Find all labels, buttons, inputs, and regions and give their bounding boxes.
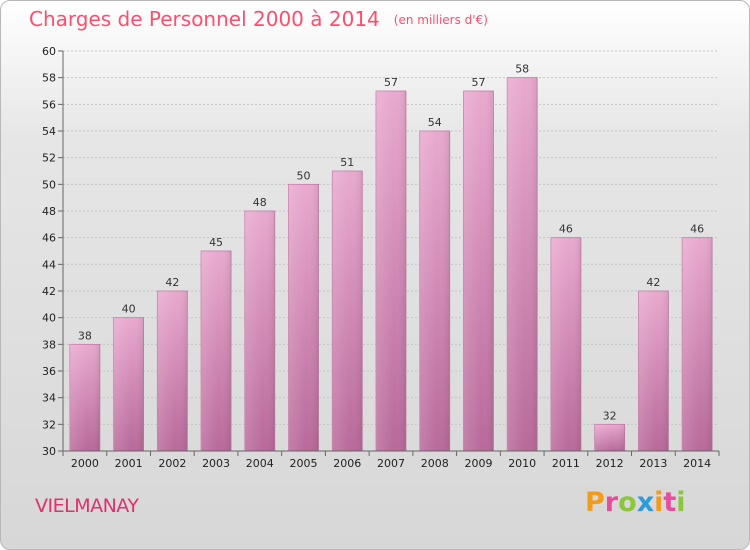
bar-shade-2000 xyxy=(69,344,100,451)
data-label: 57 xyxy=(471,76,485,89)
y-tick-label: 42 xyxy=(42,285,56,298)
y-tick-label: 50 xyxy=(42,178,56,191)
bar-shade-2013 xyxy=(638,291,669,451)
bar-shade-2011 xyxy=(550,237,581,451)
bar-shade-2005 xyxy=(288,184,319,452)
x-tick-label: 2002 xyxy=(158,457,186,470)
y-tick-label: 46 xyxy=(42,232,56,245)
logo-letter: x xyxy=(636,487,655,518)
y-tick-label: 60 xyxy=(42,45,56,58)
x-tick-label: 2004 xyxy=(246,457,274,470)
data-label: 57 xyxy=(384,76,398,89)
y-tick-label: 40 xyxy=(42,312,56,325)
x-tick-label: 2014 xyxy=(683,457,711,470)
bar-shade-2004 xyxy=(244,211,275,451)
x-tick-label: 2013 xyxy=(639,457,667,470)
data-label: 38 xyxy=(78,329,92,342)
data-label: 32 xyxy=(603,409,617,422)
bar-shade-2009 xyxy=(463,91,494,451)
x-tick-label: 2012 xyxy=(596,457,624,470)
chart-title: Charges de Personnel 2000 à 2014 (en mill… xyxy=(29,7,488,31)
bar-shade-2012 xyxy=(594,424,625,451)
bar-shade-2001 xyxy=(113,317,144,451)
x-tick-label: 2008 xyxy=(421,457,449,470)
x-tick-label: 2005 xyxy=(290,457,318,470)
data-label: 58 xyxy=(515,63,529,76)
x-tick-label: 2010 xyxy=(508,457,536,470)
logo-letter: o xyxy=(618,487,637,518)
bar-shade-2003 xyxy=(201,251,232,451)
data-label: 54 xyxy=(428,116,442,129)
bar-layer: 38 40 42 45 48 50 51 57 54 57 58 46 32 42 46 xyxy=(69,63,713,452)
y-tick-label: 44 xyxy=(42,258,56,271)
x-tick-label: 2007 xyxy=(377,457,405,470)
y-tick-label: 38 xyxy=(42,338,56,351)
logo-letter: r xyxy=(604,487,619,518)
bar-shade-2002 xyxy=(157,291,188,451)
y-tick-label: 36 xyxy=(42,365,56,378)
data-label: 51 xyxy=(340,156,354,169)
bar-shade-2014 xyxy=(682,237,713,451)
data-label: 48 xyxy=(253,196,267,209)
data-label: 42 xyxy=(165,276,179,289)
data-label: 46 xyxy=(559,223,573,236)
y-tick-label: 56 xyxy=(42,98,56,111)
x-tick-label: 2003 xyxy=(202,457,230,470)
bar-shade-2008 xyxy=(419,131,450,451)
x-tick-label: 2000 xyxy=(71,457,99,470)
data-label: 42 xyxy=(646,276,660,289)
y-tick-label: 32 xyxy=(42,418,56,431)
logo-letter: P xyxy=(585,487,605,518)
logo-letter: i xyxy=(654,487,664,518)
data-label: 40 xyxy=(122,303,136,316)
chart-subtitle: (en milliers d'€) xyxy=(393,13,488,27)
bar-shade-2007 xyxy=(376,91,406,451)
bar-shade-2006 xyxy=(332,171,363,451)
y-tick-label: 34 xyxy=(42,392,56,405)
x-tick-label: 2011 xyxy=(552,457,580,470)
y-tick-label: 30 xyxy=(42,445,56,458)
logo-letter: i xyxy=(676,487,686,518)
bar-shade-2010 xyxy=(507,77,538,452)
data-label: 45 xyxy=(209,236,223,249)
x-tick-label: 2001 xyxy=(115,457,143,470)
data-label: 46 xyxy=(690,223,704,236)
x-tick-label: 2006 xyxy=(333,457,361,470)
commune-name: VIELMANAY xyxy=(35,495,139,517)
logo-letter: t xyxy=(663,487,677,518)
axis-layer: 30 32 34 36 38 40 42 44 46 48 50 52 54 56 58 60 2000 2001… xyxy=(42,45,720,470)
y-tick-label: 52 xyxy=(42,152,56,165)
x-tick-label: 2009 xyxy=(464,457,492,470)
y-tick-label: 54 xyxy=(42,125,56,138)
proxiti-logo[interactable]: Proxiti xyxy=(585,487,686,518)
y-tick-label: 58 xyxy=(42,72,56,85)
data-label: 50 xyxy=(297,169,311,182)
y-tick-label: 48 xyxy=(42,205,56,218)
